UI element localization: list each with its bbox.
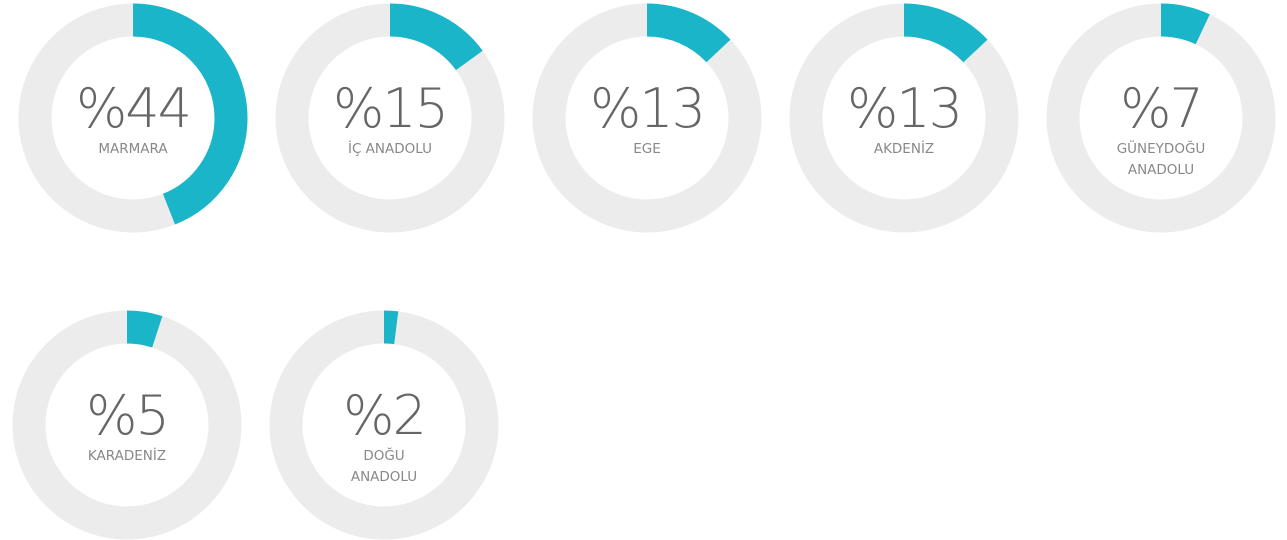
value-label: %44 [75,77,192,140]
donut [789,3,1019,233]
gauge: %44 MARMARA [18,3,248,233]
category-label: KARADENİZ [87,448,167,464]
value-label: %2 [343,384,427,447]
gauge: %13 AKDENİZ [789,3,1019,233]
value-label: %13 [589,77,706,140]
category-label: DOĞU ANADOLU [350,448,418,485]
gauge: %15 İÇ ANADOLU [275,3,505,233]
value-label: %7 [1120,77,1204,140]
gauge-arc [532,3,762,233]
gauge-label: %15 İÇ ANADOLU [275,79,505,160]
gauge-label: %13 EGE [532,79,762,160]
category-label: EGE [633,141,661,157]
gauge: %13 EGE [532,3,762,233]
gauge: %7 GÜNEYDOĞU ANADOLU [1046,3,1276,233]
gauge-arc [269,310,499,540]
gauge-arc [275,3,505,233]
gauge-arc [18,3,248,233]
gauge-label: %13 AKDENİZ [789,79,1019,160]
gauge-arc [1046,3,1276,233]
category-label: MARMARA [98,141,168,157]
gauge-label: %2 DOĞU ANADOLU [269,386,499,488]
donut [12,310,242,540]
category-label: İÇ ANADOLU [347,141,433,157]
donut [275,3,505,233]
value-label: %13 [846,77,963,140]
gauge-arc [12,310,242,540]
category-label: GÜNEYDOĞU ANADOLU [1116,141,1206,178]
gauge: %5 KARADENİZ [12,310,242,540]
gauge: %2 DOĞU ANADOLU [269,310,499,540]
gauge-label: %5 KARADENİZ [12,386,242,467]
category-label: AKDENİZ [873,141,935,157]
value-label: %5 [86,384,170,447]
donut [269,310,499,540]
gauge-label: %44 MARMARA [18,79,248,160]
donut [532,3,762,233]
value-label: %15 [332,77,449,140]
donut [1046,3,1276,233]
gauge-label: %7 GÜNEYDOĞU ANADOLU [1046,79,1276,181]
donut [18,3,248,233]
gauge-arc [789,3,1019,233]
